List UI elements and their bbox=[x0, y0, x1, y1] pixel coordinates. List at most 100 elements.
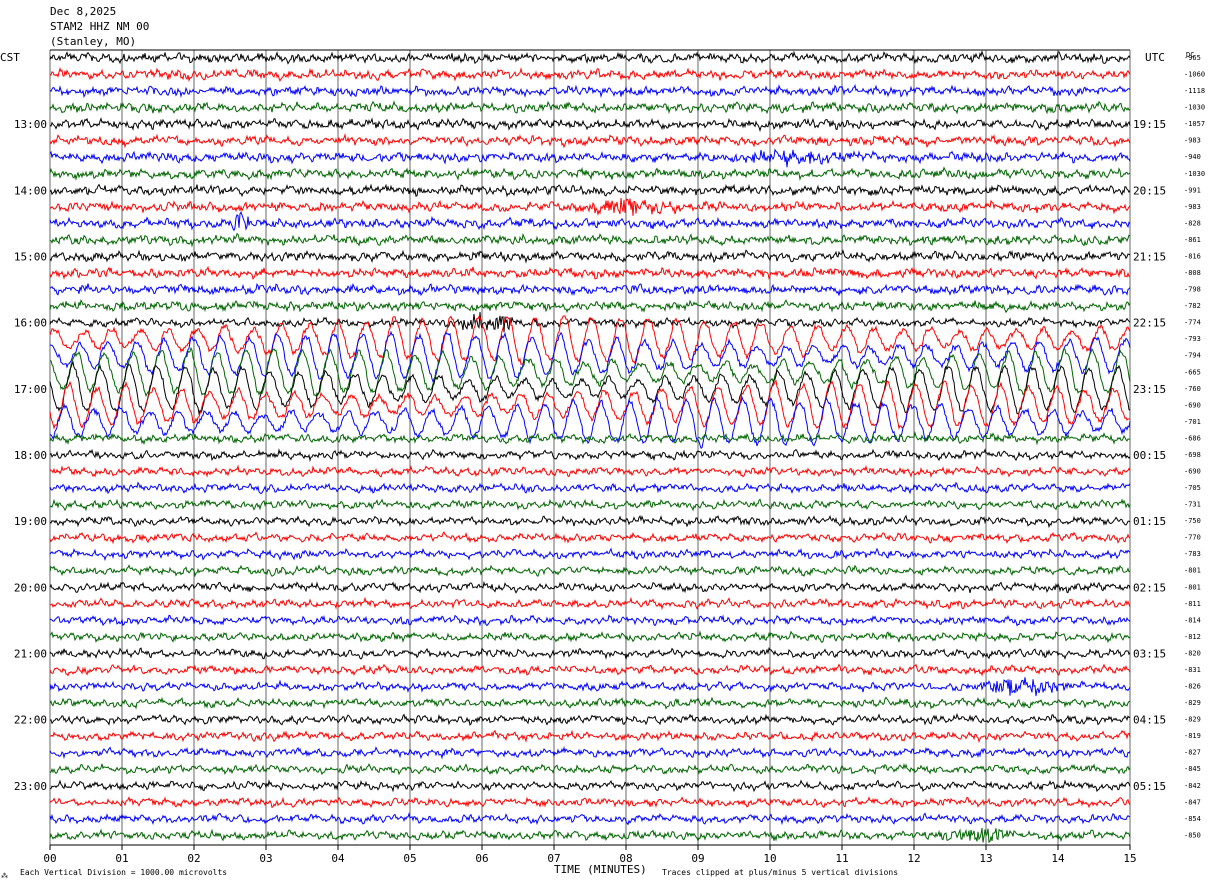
x-tick-label: 05 bbox=[403, 852, 416, 865]
trace-line bbox=[49, 50, 1131, 65]
trace-line bbox=[49, 481, 1131, 495]
trace-line bbox=[49, 514, 1131, 529]
trace-line bbox=[49, 448, 1131, 463]
left-hour-label: 15:00 bbox=[14, 250, 47, 263]
dc-offset-label: -991 bbox=[1184, 186, 1201, 194]
dc-offset-label: -690 bbox=[1184, 401, 1201, 409]
trace-line bbox=[49, 677, 1131, 697]
x-tick-label: 09 bbox=[691, 852, 704, 865]
dc-offset-label: -774 bbox=[1184, 319, 1201, 327]
trace-line bbox=[49, 812, 1131, 826]
trace-line bbox=[49, 580, 1131, 594]
right-hour-label: 05:15 bbox=[1133, 780, 1166, 793]
trace-line bbox=[49, 745, 1131, 760]
x-tick-label: 01 bbox=[115, 852, 128, 865]
trace-line bbox=[49, 282, 1131, 297]
right-hour-label: 23:15 bbox=[1133, 383, 1166, 396]
dc-offset-label: -816 bbox=[1184, 252, 1201, 260]
trace-line bbox=[49, 763, 1131, 776]
dc-offset-label: -854 bbox=[1184, 815, 1201, 823]
left-hour-label: 18:00 bbox=[14, 449, 47, 462]
trace-line bbox=[49, 249, 1131, 264]
dc-offset-label: -812 bbox=[1184, 633, 1201, 641]
trace-line bbox=[49, 596, 1131, 611]
dc-offset-label: -698 bbox=[1184, 451, 1201, 459]
header-location: (Stanley, MO) bbox=[50, 35, 136, 48]
x-tick-label: 02 bbox=[187, 852, 200, 865]
trace-line bbox=[49, 614, 1131, 627]
trace-line bbox=[49, 132, 1131, 149]
trace-line bbox=[49, 360, 1131, 416]
x-tick-label: 12 bbox=[907, 852, 920, 865]
right-hour-label: 02:15 bbox=[1133, 581, 1166, 594]
left-hour-label: 16:00 bbox=[14, 317, 47, 330]
x-axis-label: TIME (MINUTES) bbox=[554, 863, 647, 876]
trace-line bbox=[49, 795, 1131, 809]
trace-line bbox=[49, 265, 1130, 280]
trace-line bbox=[49, 564, 1131, 578]
right-hour-label: 19:15 bbox=[1133, 118, 1166, 131]
trace-line bbox=[49, 712, 1131, 726]
dc-offset-label: -1118 bbox=[1184, 87, 1205, 95]
trace-line bbox=[49, 117, 1131, 133]
dc-offset-label: -1057 bbox=[1184, 120, 1205, 128]
footer-mark: ⁂ bbox=[1, 872, 8, 880]
right-axis-label: UTC bbox=[1145, 51, 1165, 64]
dc-offset-label: -983 bbox=[1184, 203, 1201, 211]
dc-offset-label: -845 bbox=[1184, 765, 1201, 773]
dc-offset-label: -760 bbox=[1184, 385, 1201, 393]
right-hour-label: 03:15 bbox=[1133, 647, 1166, 660]
left-hour-label: 23:00 bbox=[14, 780, 47, 793]
footer-clip-note: Traces clipped at plus/minus 5 vertical … bbox=[662, 868, 898, 877]
dc-offset-label: -814 bbox=[1184, 616, 1201, 624]
dc-offset-labels: -965 -1060 -1118 -1030 -1057 -983 -940 -1030 -99… bbox=[1184, 54, 1205, 839]
dc-offset-label: -811 bbox=[1184, 600, 1201, 608]
trace-line bbox=[49, 430, 1130, 446]
dc-offset-label: -808 bbox=[1184, 269, 1201, 277]
right-hour-label: 20:15 bbox=[1133, 184, 1166, 197]
dc-offset-label: -783 bbox=[1184, 550, 1201, 558]
trace-line bbox=[49, 198, 1131, 216]
dc-offset-label: -829 bbox=[1184, 716, 1201, 724]
dc-offset-label: -826 bbox=[1184, 683, 1201, 691]
trace-line bbox=[49, 100, 1131, 115]
x-tick-label: 08 bbox=[619, 852, 632, 865]
trace-line bbox=[49, 827, 1131, 844]
trace-line bbox=[49, 148, 1131, 168]
trace-line bbox=[49, 346, 1131, 398]
trace-line bbox=[49, 779, 1131, 793]
trace-line bbox=[49, 646, 1131, 660]
right-hour-label: 00:15 bbox=[1133, 449, 1166, 462]
trace-line bbox=[49, 531, 1131, 545]
dc-offset-label: -782 bbox=[1184, 302, 1201, 310]
dc-label: DC bbox=[1186, 51, 1194, 59]
dc-offset-label: -690 bbox=[1184, 468, 1201, 476]
dc-offset-label: -940 bbox=[1184, 153, 1201, 161]
dc-offset-label: -750 bbox=[1184, 517, 1201, 525]
x-tick-label: 15 bbox=[1123, 852, 1136, 865]
left-hour-label: 14:00 bbox=[14, 184, 47, 197]
left-hour-label: 13:00 bbox=[14, 118, 47, 131]
dc-offset-label: -829 bbox=[1184, 699, 1201, 707]
dc-offset-label: -731 bbox=[1184, 501, 1201, 509]
trace-line bbox=[49, 211, 1131, 232]
dc-offset-label: -827 bbox=[1184, 749, 1201, 757]
trace-line bbox=[49, 696, 1131, 710]
dc-offset-label: -801 bbox=[1184, 567, 1201, 575]
trace-line bbox=[49, 83, 1131, 99]
x-tick-label: 03 bbox=[259, 852, 272, 865]
dc-offset-label: -819 bbox=[1184, 732, 1201, 740]
left-hour-label: 17:00 bbox=[14, 383, 47, 396]
right-hour-label: 22:15 bbox=[1133, 317, 1166, 330]
right-hour-label: 01:15 bbox=[1133, 515, 1166, 528]
x-tick-label: 00 bbox=[43, 852, 56, 865]
trace-line bbox=[50, 232, 1131, 248]
dc-offset-label: -701 bbox=[1184, 418, 1201, 426]
trace-line bbox=[49, 67, 1131, 83]
dc-offset-label: -793 bbox=[1184, 335, 1201, 343]
right-hour-labels: 19:15 20:15 21:15 22:15 23:15 00:15 01:15 02:15… bbox=[1133, 118, 1166, 793]
dc-offset-label: -842 bbox=[1184, 782, 1201, 790]
x-tick-label: 13 bbox=[979, 852, 992, 865]
x-tick-label: 11 bbox=[835, 852, 848, 865]
